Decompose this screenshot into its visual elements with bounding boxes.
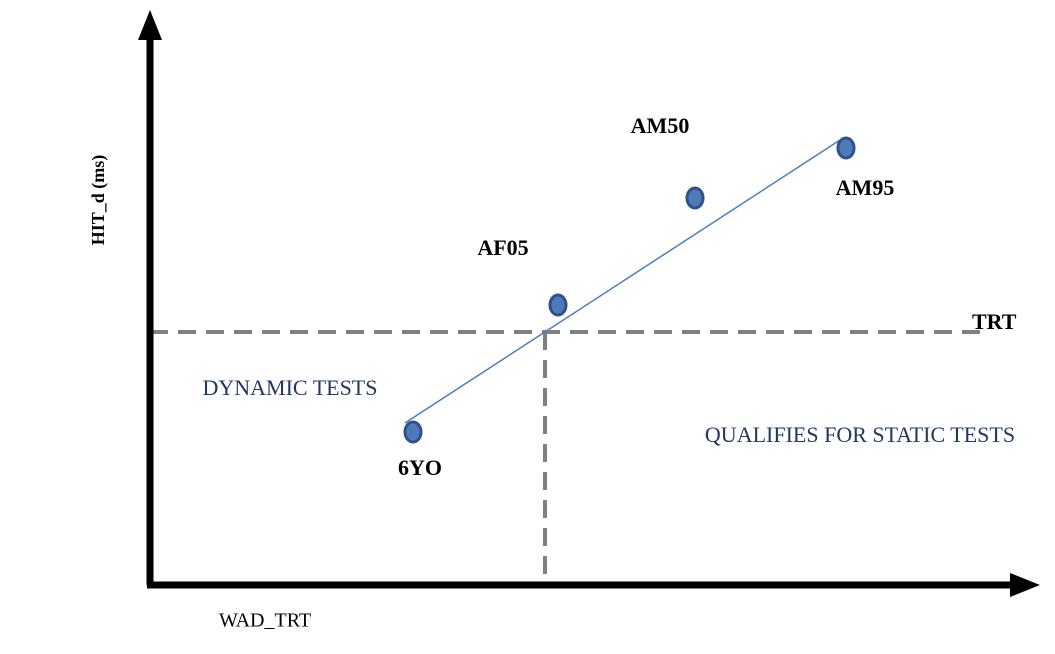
x-axis-label: WAD_TRT (219, 610, 311, 632)
point-label: 6YO (398, 455, 442, 480)
threshold-label: TRT (972, 309, 1017, 334)
point-label: AM50 (631, 113, 690, 138)
point (548, 293, 568, 317)
point (403, 420, 423, 444)
region-label: DYNAMIC TESTS (202, 375, 377, 400)
point-label: AM95 (836, 175, 895, 200)
point (836, 136, 856, 160)
y-axis-arrow (138, 10, 162, 40)
y-axis-label: HIT_d (ms) (88, 155, 109, 246)
trend-line (404, 139, 841, 424)
x-axis-arrow (1010, 573, 1040, 597)
point (685, 186, 705, 210)
point-label: AF05 (477, 235, 528, 260)
region-label: QUALIFIES FOR STATIC TESTS (705, 422, 1015, 447)
